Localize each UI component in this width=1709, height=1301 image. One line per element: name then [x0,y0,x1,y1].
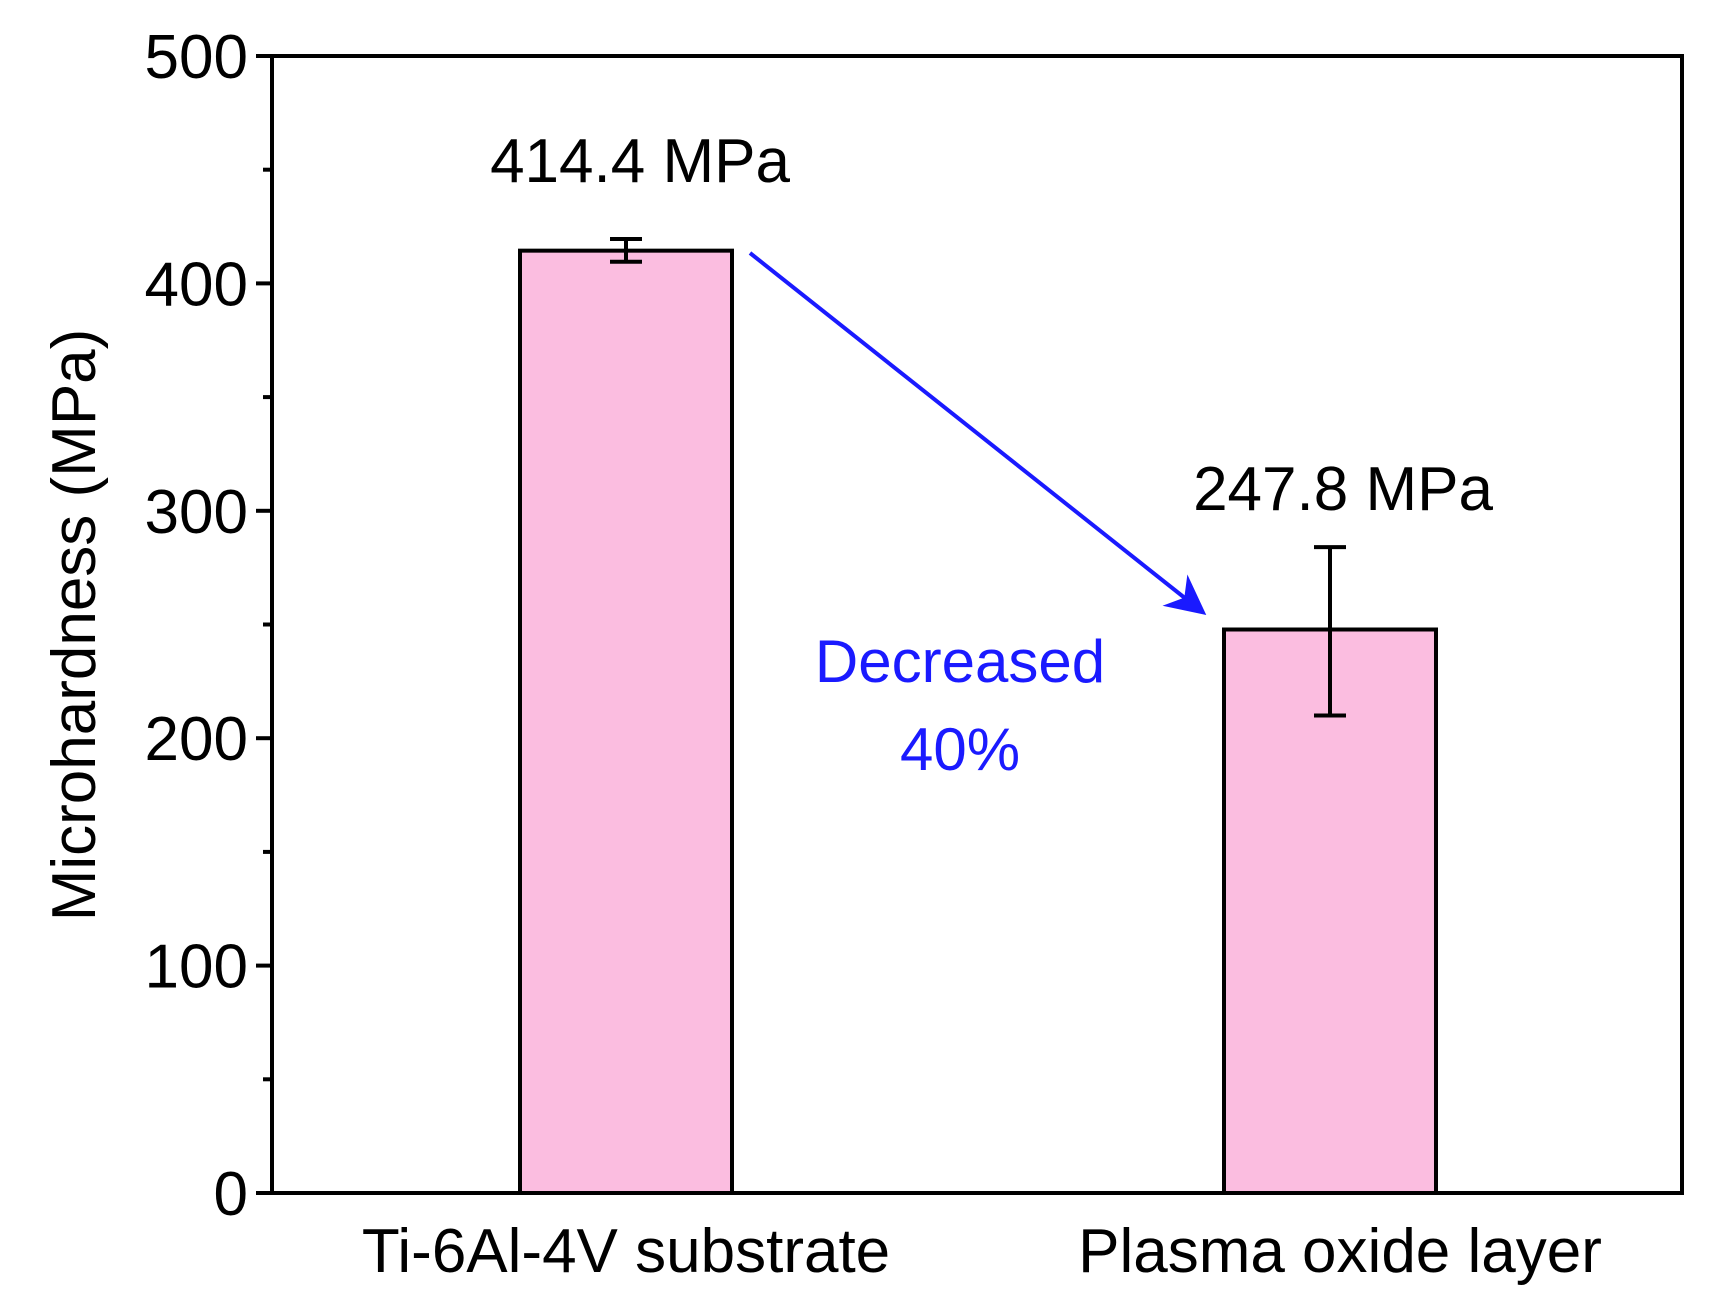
error-bar-1 [1314,545,1346,718]
y-tick-label: 0 [214,1160,248,1229]
x-tick-label-0: Ti-6Al-4V substrate [362,1217,890,1286]
y-tick-label: 300 [145,478,248,547]
annotation-line1: Decreased [815,628,1105,695]
bar-0 [518,248,734,1195]
y-tick-label: 200 [145,705,248,774]
plot-frame [270,54,1684,1195]
value-label-1: 247.8 MPa [1193,455,1493,524]
y-tick-label: 100 [145,933,248,1002]
bar-1 [1222,627,1438,1195]
y-tick-label: 400 [145,250,248,319]
annotation-line2: 40% [900,716,1020,783]
x-tick-label-1: Plasma oxide layer [1078,1217,1602,1286]
error-bar-0 [610,237,642,264]
y-axis-label: Microhardness (MPa) [40,329,109,922]
value-label-0: 414.4 MPa [490,127,790,196]
y-tick-label: 500 [145,23,248,92]
decrease-arrow [748,251,1207,615]
